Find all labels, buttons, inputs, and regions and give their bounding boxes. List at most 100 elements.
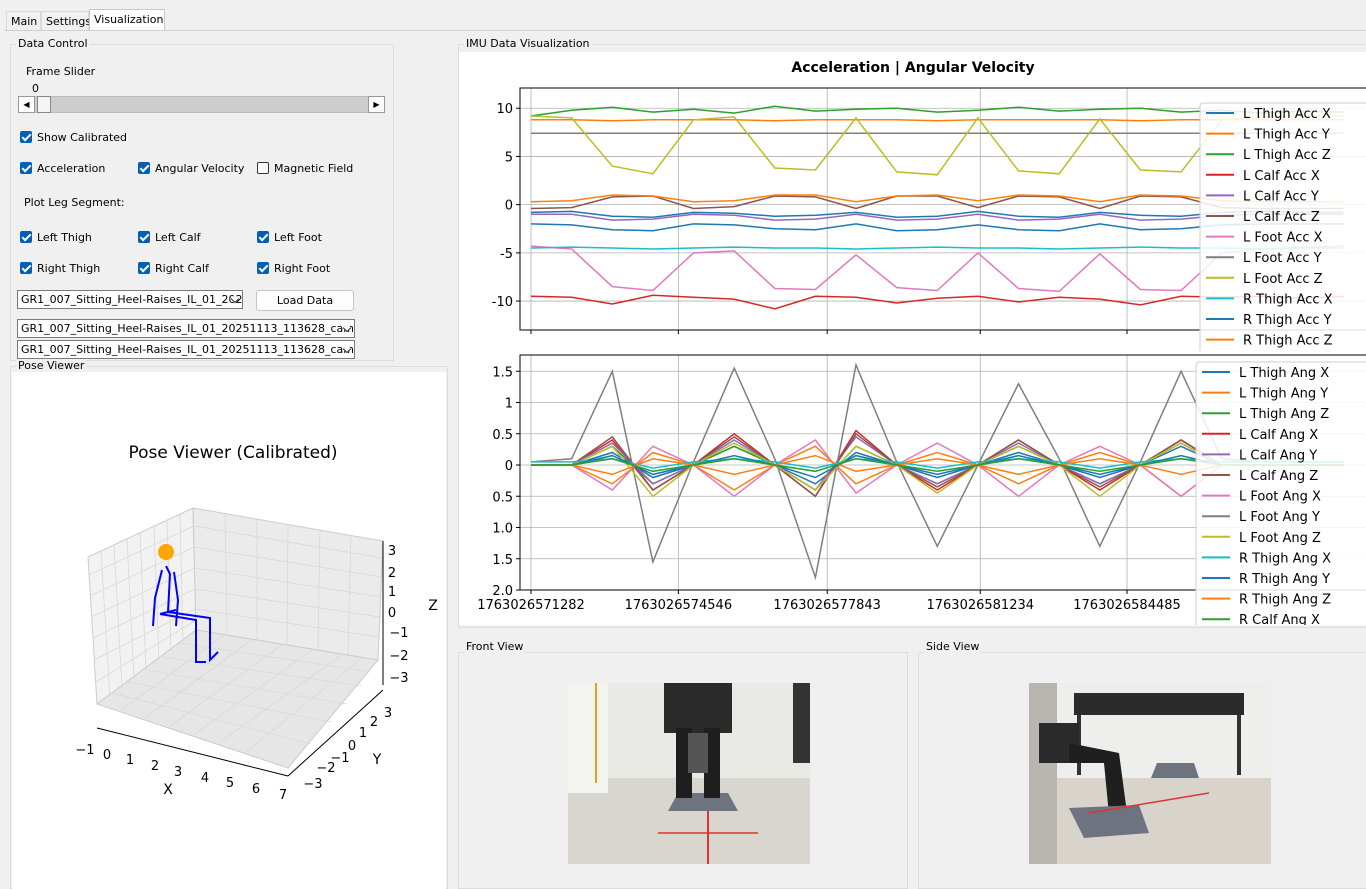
head-joint	[158, 544, 174, 560]
checkbox-box[interactable]	[20, 162, 32, 174]
y-tick-label: -5	[500, 247, 513, 262]
checkbox[interactable]: Right Foot	[257, 260, 330, 276]
tick-label: 6	[252, 782, 260, 797]
app-window: Main Settings Visualization Data Control…	[0, 0, 1366, 889]
checkbox[interactable]: Left Foot	[257, 229, 322, 245]
legend-label: L Thigh Acc X	[1243, 107, 1331, 122]
tick-label: 1	[359, 726, 367, 741]
y-tick-label: 10	[496, 102, 513, 117]
x-tick-label: 1763026574546	[625, 598, 733, 613]
tick-label: 5	[226, 776, 234, 791]
checkbox-box[interactable]	[257, 231, 269, 243]
tick-label: 1	[126, 753, 134, 768]
front-camera-image	[568, 683, 810, 864]
checkbox-box[interactable]	[20, 262, 32, 274]
checkbox-label: Left Foot	[274, 231, 322, 244]
checkbox[interactable]: Right Calf	[138, 260, 209, 276]
frame-slider[interactable]	[18, 96, 385, 113]
x-tick-label: 1763026577843	[773, 598, 881, 613]
axis-label: X	[163, 782, 173, 798]
chart-title: Acceleration | Angular Velocity	[791, 60, 1034, 76]
y-tick-label: 0	[505, 199, 513, 214]
slider-thumb[interactable]	[37, 96, 51, 113]
camera-combo[interactable]: GR1_007_Sitting_Heel-Raises_IL_01_202511…	[17, 340, 355, 359]
tick-label: −3	[389, 671, 408, 686]
tick-label: 2	[151, 759, 159, 774]
legend-label: L Foot Ang Z	[1239, 531, 1321, 546]
checkbox-box[interactable]	[138, 231, 150, 243]
checkbox[interactable]: Show Calibrated	[20, 129, 127, 145]
checkbox[interactable]: Right Thigh	[20, 260, 100, 276]
checkbox-label: Show Calibrated	[37, 131, 127, 144]
tick-label: 3	[388, 544, 396, 559]
checkbox-label: Left Thigh	[37, 231, 92, 244]
legend-label: L Calf Acc Z	[1243, 210, 1320, 225]
group-title: Data Control	[16, 38, 90, 50]
legend-label: R Thigh Ang X	[1239, 551, 1331, 566]
legend-label: R Thigh Ang Y	[1239, 572, 1330, 587]
legend-label: R Thigh Ang Z	[1239, 593, 1331, 608]
tick-label: 4	[201, 771, 209, 786]
tick-label: −1	[330, 751, 349, 766]
legend-label: L Foot Ang Y	[1239, 510, 1320, 525]
legend-label: L Thigh Ang X	[1239, 366, 1329, 381]
legend: L Thigh Acc XL Thigh Acc YL Thigh Acc ZL…	[1200, 103, 1366, 370]
legend-label: L Foot Acc X	[1243, 231, 1323, 246]
checkbox[interactable]: Angular Velocity	[138, 160, 244, 176]
y-tick-label: 1.5	[492, 365, 513, 380]
checkbox-label: Acceleration	[37, 162, 105, 175]
slider-left-button[interactable]: ◀	[18, 96, 35, 113]
checkbox-label: Left Calf	[155, 231, 201, 244]
y-tick-label: 1	[505, 397, 513, 412]
checkbox-label: Angular Velocity	[155, 162, 244, 175]
group-title: Front View	[464, 641, 525, 653]
tick-label: 0	[348, 739, 356, 754]
group-title: Side View	[924, 641, 981, 653]
legend-label: L Calf Acc X	[1243, 169, 1320, 184]
y-tick-label: 0	[505, 459, 513, 474]
slider-right-button[interactable]: ▶	[368, 96, 385, 113]
checkbox[interactable]: Left Thigh	[20, 229, 92, 245]
load-data-button[interactable]: Load Data	[256, 290, 354, 311]
axis-label: Y	[372, 752, 382, 768]
slider-value: 0	[32, 82, 39, 95]
legend-label: R Thigh Acc Z	[1243, 334, 1333, 349]
tick-label: 3	[384, 706, 392, 721]
side-camera-image	[1029, 683, 1271, 864]
y-tick-label: 0.5	[492, 428, 513, 443]
file-combo[interactable]: GR1_007_Sitting_Heel-Raises_IL_01_2025	[17, 290, 243, 309]
y-tick-label: 5	[505, 150, 513, 165]
tab[interactable]: Settings	[41, 11, 89, 30]
tab[interactable]: Visualization	[89, 9, 165, 31]
tick-label: 0	[103, 748, 111, 763]
legend-label: R Calf Ang X	[1239, 613, 1320, 625]
legend-label: L Thigh Acc Y	[1243, 128, 1330, 143]
legend-label: L Calf Ang Z	[1239, 469, 1318, 484]
y-tick-label: 1.5	[492, 553, 513, 568]
tick-label: −2	[389, 649, 408, 664]
tick-label: −3	[303, 777, 322, 792]
checkbox-box[interactable]	[257, 162, 269, 174]
legend-label: L Calf Ang X	[1239, 428, 1318, 443]
checkbox-box[interactable]	[138, 162, 150, 174]
tick-label: −1	[75, 743, 94, 758]
group-title: IMU Data Visualization	[464, 38, 592, 50]
camera-combo[interactable]: GR1_007_Sitting_Heel-Raises_IL_01_202511…	[17, 319, 355, 338]
checkbox-label: Magnetic Field	[274, 162, 353, 175]
checkbox-box[interactable]	[20, 131, 32, 143]
checkbox-box[interactable]	[257, 262, 269, 274]
tick-label: 1	[388, 585, 396, 600]
checkbox-box[interactable]	[20, 231, 32, 243]
legend-label: L Thigh Ang Z	[1239, 407, 1329, 422]
checkbox[interactable]: Left Calf	[138, 229, 201, 245]
label: Plot Leg Segment:	[24, 196, 125, 209]
tab[interactable]: Main	[6, 11, 41, 30]
legend-label: L Foot Acc Y	[1243, 251, 1322, 266]
checkbox-label: Right Thigh	[37, 262, 100, 275]
pose-title: Pose Viewer (Calibrated)	[128, 443, 337, 463]
checkbox-box[interactable]	[138, 262, 150, 274]
tick-label: 3	[174, 765, 182, 780]
checkbox[interactable]: Acceleration	[20, 160, 105, 176]
checkbox[interactable]: Magnetic Field	[257, 160, 353, 176]
